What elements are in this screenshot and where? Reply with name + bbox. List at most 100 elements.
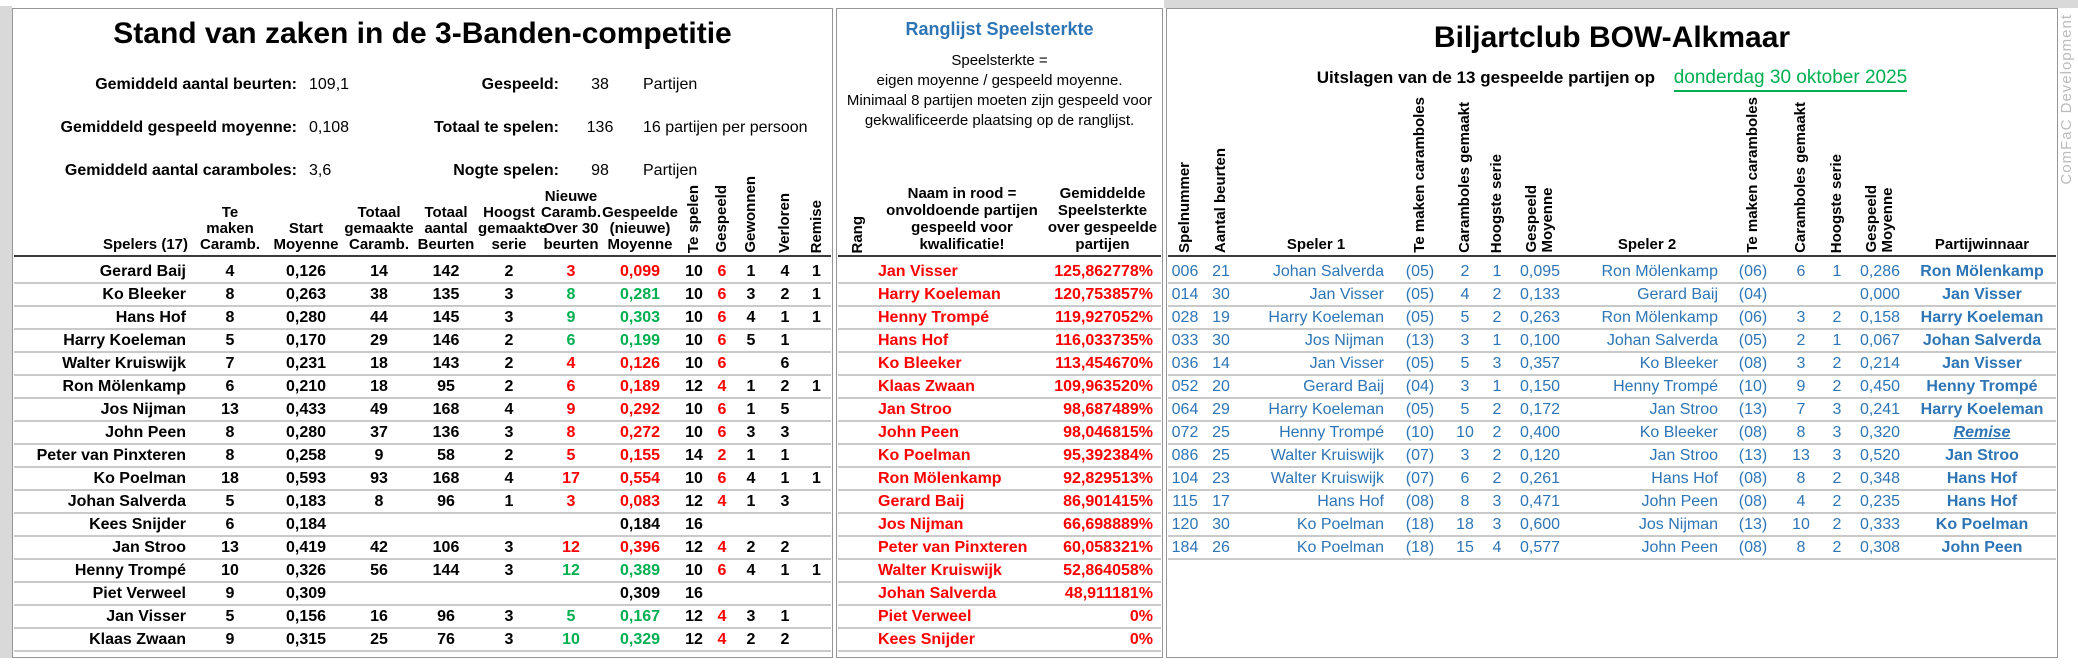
cell-te-maken-caramb: 13	[221, 401, 239, 418]
cell-gespeeld: 6	[717, 355, 727, 372]
col-gespeeld: Gespeeld	[713, 185, 730, 253]
cell-speler: Jan Visser	[106, 608, 186, 625]
cell-remise	[802, 514, 831, 535]
cell-gespeelde-moyenne: 0,126	[619, 355, 661, 372]
cell-te-spelen: 10	[685, 332, 703, 349]
cell-aantal-beurten: 26	[1212, 539, 1230, 556]
cell-rang	[838, 445, 878, 466]
cell-nieuwe-caramboles: 9	[566, 401, 576, 418]
cell-totaal-caramboles: 56	[370, 562, 388, 579]
cell-spelnummer: 072	[1171, 424, 1199, 441]
cell-hoogste-serie	[478, 583, 540, 604]
cell-speler: Walter Kruiswijk	[62, 355, 186, 372]
cell-nieuwe-caramboles: 5	[566, 447, 576, 464]
standings-row: Walter Kruiswijk 7 0,231 18 143 2 4 0,126 10 6 6	[14, 353, 831, 376]
cell-nieuwe-caramboles	[540, 583, 602, 604]
ranking-header-row: Rang Naam in rood = onvoldoende partijen…	[838, 173, 1161, 257]
cell-speler1: Jos Nijman	[1304, 332, 1384, 349]
cell-remise	[802, 330, 831, 351]
cell-start-moyenne: 0,315	[285, 631, 327, 648]
cell-gespeelde-moyenne: 0,272	[619, 424, 661, 441]
cell-nieuwe-caramboles	[540, 514, 602, 535]
standings-row: Jan Stroo 13 0,419 42 106 3 12 0,396 12 4 2 2	[14, 537, 831, 560]
cell-totaal-beurten: 96	[437, 608, 455, 625]
cell-gespeeld	[710, 583, 734, 604]
cell-speler1: Ko Poelman	[1296, 539, 1384, 556]
stat-value: 3,6	[309, 161, 332, 179]
cell-te-maken-2: (04)	[1738, 286, 1768, 303]
col-speler2: Speler 2	[1617, 236, 1677, 253]
cell-partijwinnaar: Hans Hof	[1946, 470, 2018, 487]
cell-gemaakt-1: 3	[1460, 378, 1470, 395]
cell-serie-1: 1	[1492, 332, 1502, 349]
ranking-row: Peter van Pinxteren 60,058321%	[838, 537, 1161, 560]
col-te-maken-caramb: Te maken Caramb.	[199, 204, 261, 253]
cell-naam: Gerard Baij	[878, 493, 965, 510]
cell-gemaakt-2: 8	[1796, 424, 1806, 441]
cell-speler1: Gerard Baij	[1303, 378, 1384, 395]
cell-te-maken-caramb: 5	[225, 332, 235, 349]
col-te-maken-caramboles-2: Te maken caramboles	[1744, 97, 1761, 253]
cell-totaal-caramboles: 16	[370, 608, 388, 625]
cell-speler: Piet Verweel	[92, 585, 186, 602]
cell-verloren: 2	[780, 378, 790, 395]
stat-label: Gespeeld:	[481, 75, 559, 93]
cell-naam: Harry Koeleman	[878, 286, 1001, 303]
standings-row: Ron Mölenkamp 6 0,210 18 95 2 6 0,189 12 4 1 2 1	[14, 376, 831, 399]
cell-gespeelde-moyenne: 0,199	[619, 332, 661, 349]
cell-totaal-beurten: 144	[432, 562, 460, 579]
cell-aantal-beurten: 30	[1212, 286, 1230, 303]
cell-spelnummer: 115	[1172, 493, 1198, 510]
cell-te-maken-2: (10)	[1738, 378, 1768, 395]
cell-speler1: Ko Poelman	[1296, 516, 1384, 533]
cell-serie-2: 1	[1832, 263, 1842, 280]
cell-partijwinnaar: Harry Koeleman	[1920, 401, 2044, 418]
cell-totaal-caramboles: 42	[370, 539, 388, 556]
cell-moyenne-1: 0,357	[1519, 355, 1561, 372]
results-date-link[interactable]: donderdag 30 oktober 2025	[1673, 67, 1908, 92]
cell-speler: Ko Poelman	[93, 470, 186, 487]
standings-row: Jan Visser 5 0,156 16 96 3 5 0,167 12 4 3 1	[14, 606, 831, 629]
cell-verloren: 1	[780, 608, 790, 625]
cell-te-maken-caramb: 8	[225, 286, 235, 303]
cell-hoogste-serie: 3	[504, 608, 514, 625]
col-gespeeld-moyenne-1: Gespeeld Moyenne	[1523, 185, 1556, 253]
result-row: 115 17 Hans Hof (08) 8 3 0,471 John Peen (08) 4 2 0…	[1168, 491, 2056, 514]
cell-remise	[802, 422, 831, 443]
cell-gemaakt-1: 10	[1456, 424, 1474, 441]
cell-gespeelde-moyenne: 0,155	[619, 447, 661, 464]
cell-speler: John Peen	[105, 424, 186, 441]
stat-value: 109,1	[309, 75, 350, 93]
cell-speler2: John Peen	[1641, 539, 1718, 556]
standings-summary: Gemiddeld aantal beurten: 109,1 Gespeeld…	[19, 63, 826, 192]
cell-totaal-beurten: 135	[432, 286, 460, 303]
cell-gespeelde-moyenne: 0,303	[619, 309, 661, 326]
cell-serie-1: 2	[1492, 401, 1502, 418]
col-remise: Remise	[807, 199, 825, 253]
cell-te-maken-2: (08)	[1738, 424, 1768, 441]
cell-gespeelde-moyenne: 0,396	[619, 539, 661, 556]
standings-row: Hans Hof 8 0,280 44 145 3 9 0,303 10 6 4 1 1	[14, 307, 831, 330]
cell-spelnummer: 014	[1171, 286, 1199, 303]
cell-nieuwe-caramboles: 3	[566, 263, 576, 280]
cell-partijwinnaar: John Peen	[1941, 539, 2023, 556]
cell-moyenne-1: 0,261	[1519, 470, 1561, 487]
cell-hoogste-serie: 3	[504, 631, 514, 648]
cell-remise: 1	[812, 378, 821, 395]
col-hoogste-serie-1: Hoogste serie	[1488, 153, 1505, 253]
cell-serie-1: 4	[1492, 539, 1502, 556]
cell-serie-1: 2	[1492, 286, 1502, 303]
cell-start-moyenne: 0,231	[285, 355, 327, 372]
cell-serie-1: 1	[1492, 263, 1502, 280]
cell-totaal-beurten: 58	[437, 447, 455, 464]
col-gespeelde-moyenne: Gespeelde (nieuwe) Moyenne	[602, 204, 678, 253]
stat-note: Partijen	[643, 75, 698, 93]
cell-moyenne-2: 0,520	[1859, 447, 1901, 464]
cell-totaal-caramboles: 14	[370, 263, 388, 280]
cell-speler: Ron Mölenkamp	[62, 378, 186, 395]
cell-verloren: 3	[780, 493, 790, 510]
standings-row: Ko Bleeker 8 0,263 38 135 3 8 0,281 10 6 3 2 1	[14, 284, 831, 307]
cell-gespeelde-moyenne: 0,309	[619, 585, 661, 602]
cell-speelsterkte: 86,901415%	[1063, 493, 1153, 510]
cell-hoogste-serie: 3	[504, 309, 514, 326]
